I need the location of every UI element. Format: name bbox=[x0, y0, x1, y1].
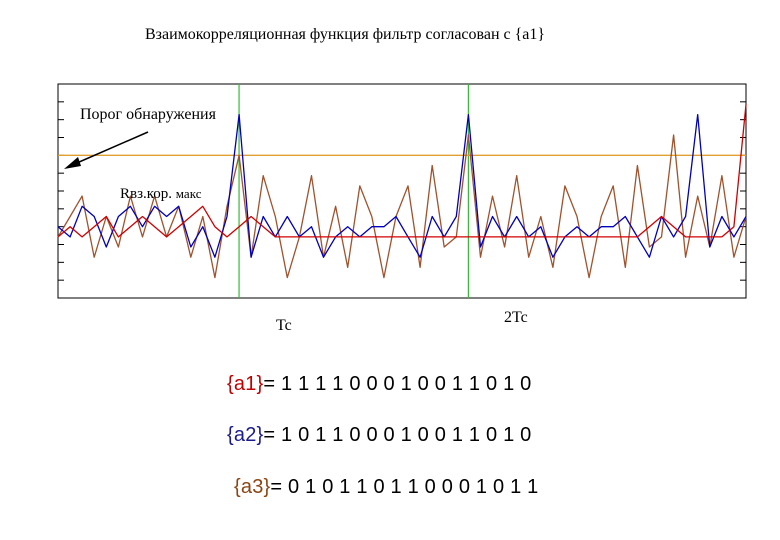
x-tick-label-2tc: 2Tc bbox=[504, 309, 528, 326]
sequence-a3-value: = 0 1 0 1 1 0 1 1 0 0 0 1 0 1 1 bbox=[270, 476, 539, 498]
sequence-a1-value: = 1 1 1 1 0 0 0 1 0 0 1 1 0 1 0 bbox=[263, 373, 532, 395]
threshold-arrow-shaft bbox=[69, 131, 149, 167]
sequence-a3-name: {a3} bbox=[234, 476, 271, 498]
x-tick-label-tc: Tc bbox=[276, 317, 292, 334]
sequence-a3: {a3}= 0 1 0 1 1 0 1 1 0 0 0 1 0 1 1 bbox=[234, 476, 538, 499]
rmax-label-main: Rвз.кор. bbox=[120, 186, 173, 202]
rmax-annotation: Rвз.кор. макс bbox=[120, 186, 201, 203]
threshold-arrow-head bbox=[64, 157, 81, 169]
sequence-a2: {a2}= 1 0 1 1 0 0 0 1 0 0 1 1 0 1 0 bbox=[227, 424, 531, 447]
series-line-0 bbox=[57, 104, 747, 238]
sequence-a1: {a1}= 1 1 1 1 0 0 0 1 0 0 1 1 0 1 0 bbox=[227, 373, 531, 396]
sequence-a1-name: {a1} bbox=[227, 373, 264, 395]
series-line-2 bbox=[57, 134, 747, 279]
sequence-a2-value: = 1 0 1 1 0 0 0 1 0 0 1 1 0 1 0 bbox=[263, 424, 532, 446]
series-line-1 bbox=[57, 113, 747, 258]
rmax-label-small: макс bbox=[175, 186, 202, 201]
sequence-a2-name: {a2} bbox=[227, 424, 264, 446]
chart-title: Взаимокорреляционная функция фильтр согл… bbox=[145, 26, 546, 43]
threshold-annotation: Порог обнаружения bbox=[80, 106, 216, 123]
